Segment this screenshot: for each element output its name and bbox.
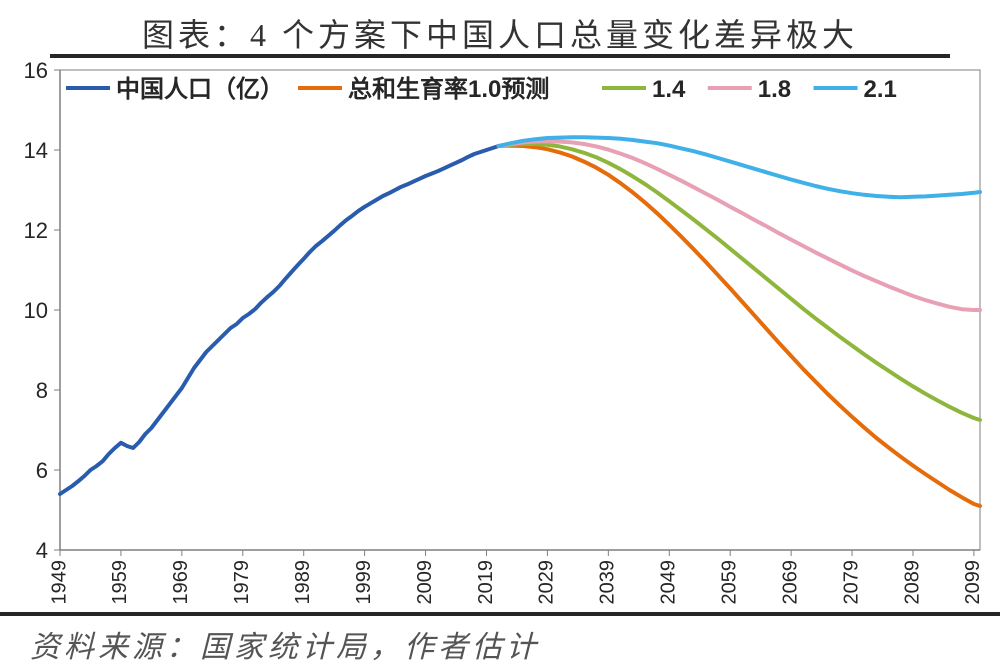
chart-title: 图表：4 个方案下中国人口总量变化差异极大 <box>0 10 1000 56</box>
svg-text:1.8: 1.8 <box>758 76 791 103</box>
svg-text:2079: 2079 <box>840 560 862 605</box>
svg-text:1979: 1979 <box>231 560 253 605</box>
svg-text:2.1: 2.1 <box>864 76 897 103</box>
svg-text:总和生育率1.0预测: 总和生育率1.0预测 <box>348 75 549 103</box>
svg-text:2039: 2039 <box>597 560 619 605</box>
svg-text:2029: 2029 <box>536 560 558 605</box>
chart-plot-area: 4 6 8 10 12 14 16 1949 1959 1969 1979 1989 1999 2009 2… <box>0 60 1000 620</box>
svg-text:1989: 1989 <box>292 560 314 605</box>
svg-text:10: 10 <box>24 298 48 323</box>
svg-text:2059: 2059 <box>718 560 740 605</box>
line-chart-svg: 4 6 8 10 12 14 16 1949 1959 1969 1979 1989 1999 2009 2… <box>0 60 1000 620</box>
svg-text:2099: 2099 <box>962 560 984 605</box>
svg-text:2089: 2089 <box>901 560 923 605</box>
svg-text:2049: 2049 <box>658 560 680 605</box>
svg-text:16: 16 <box>24 60 48 83</box>
svg-text:1959: 1959 <box>109 560 131 605</box>
svg-text:2019: 2019 <box>475 560 497 605</box>
svg-text:1999: 1999 <box>353 560 375 605</box>
svg-text:1969: 1969 <box>170 560 192 605</box>
svg-text:2069: 2069 <box>779 560 801 605</box>
svg-text:6: 6 <box>36 458 48 483</box>
source-divider <box>0 612 1000 616</box>
svg-text:中国人口（亿）: 中国人口（亿） <box>116 76 284 103</box>
source-label: 资料来源：国家统计局，作者估计 <box>30 622 540 666</box>
svg-text:4: 4 <box>36 538 48 563</box>
svg-text:8: 8 <box>36 378 48 403</box>
svg-text:1.4: 1.4 <box>652 76 686 103</box>
svg-text:12: 12 <box>24 218 48 243</box>
svg-text:14: 14 <box>24 138 48 163</box>
title-divider <box>50 54 950 58</box>
svg-text:1949: 1949 <box>48 560 70 605</box>
svg-text:2009: 2009 <box>414 560 436 605</box>
